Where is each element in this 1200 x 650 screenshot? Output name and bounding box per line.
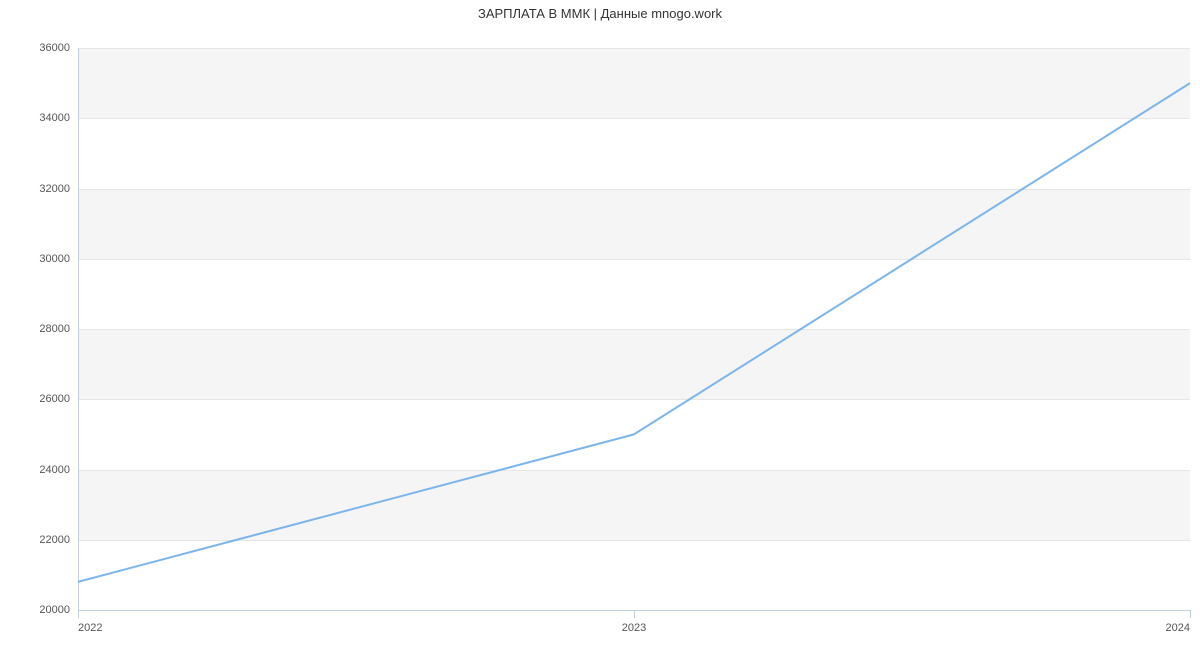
series-svg: [78, 48, 1190, 610]
x-tick-mark: [78, 610, 79, 618]
series-line-salary: [78, 83, 1190, 582]
y-tick-label: 28000: [39, 323, 70, 335]
x-tick-mark: [1190, 610, 1191, 618]
plot-area: [78, 48, 1190, 610]
y-tick-label: 36000: [39, 42, 70, 54]
y-tick-label: 30000: [39, 253, 70, 265]
chart-container: ЗАРПЛАТА В ММК | Данные mnogo.work 20000…: [0, 0, 1200, 650]
y-tick-label: 20000: [39, 604, 70, 616]
y-tick-label: 26000: [39, 393, 70, 405]
y-tick-label: 24000: [39, 464, 70, 476]
y-tick-label: 22000: [39, 534, 70, 546]
x-tick-label: 2023: [622, 622, 646, 634]
chart-title: ЗАРПЛАТА В ММК | Данные mnogo.work: [0, 6, 1200, 21]
x-tick-label: 2022: [78, 622, 102, 634]
x-tick-mark: [634, 610, 635, 618]
y-tick-label: 34000: [39, 112, 70, 124]
y-tick-label: 32000: [39, 183, 70, 195]
x-tick-label: 2024: [1166, 622, 1190, 634]
